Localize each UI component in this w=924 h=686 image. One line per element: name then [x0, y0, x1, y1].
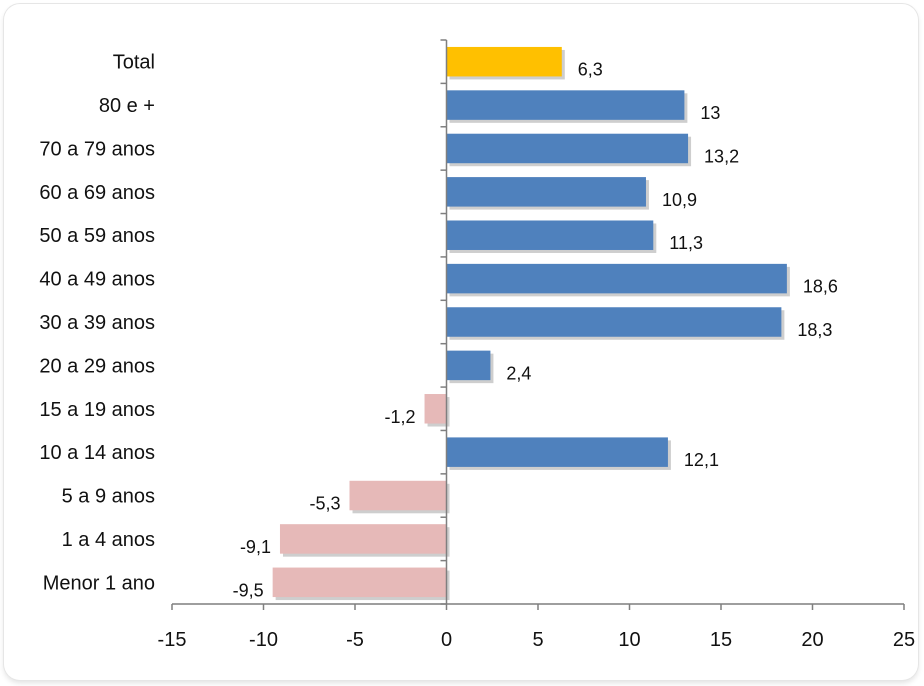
x-tick-label: -5 — [346, 629, 364, 651]
bar-6 — [446, 307, 782, 337]
category-label: 40 a 49 anos — [39, 269, 155, 291]
data-label: 18,6 — [803, 277, 838, 297]
category-label: 50 a 59 anos — [39, 225, 155, 247]
bar-9 — [446, 437, 668, 467]
data-label: 6,3 — [578, 60, 603, 80]
data-label: -9,1 — [240, 537, 271, 557]
category-label: 30 a 39 anos — [39, 312, 155, 334]
data-label: 11,3 — [669, 233, 703, 253]
x-tick-label: 20 — [801, 629, 823, 651]
data-label: -9,5 — [233, 580, 264, 600]
data-label: -1,2 — [385, 407, 416, 427]
data-label: 13 — [700, 103, 720, 123]
data-label: 12,1 — [684, 450, 719, 470]
bar-0 — [446, 46, 562, 77]
category-label: 15 a 19 anos — [39, 399, 155, 421]
bar-11 — [279, 524, 447, 554]
bar-2 — [446, 133, 689, 164]
bars-group — [272, 46, 790, 601]
x-tick-label: 5 — [532, 629, 543, 651]
bar-12 — [272, 567, 447, 598]
category-label: 20 a 29 anos — [39, 355, 155, 377]
bar-8 — [424, 394, 447, 424]
x-tick-label: -10 — [249, 629, 278, 651]
x-tick-label: 15 — [710, 629, 732, 651]
data-label: 2,4 — [506, 363, 531, 383]
axes-group — [171, 39, 905, 610]
category-label: 5 a 9 anos — [62, 486, 155, 508]
x-tick-label: 10 — [618, 629, 640, 651]
category-label: 60 a 69 anos — [39, 182, 155, 204]
bar-5 — [446, 263, 787, 294]
labels-group: Total 6,3 80 e + 13 70 a 79 anos 13,2 60 a 69 … — [39, 52, 915, 651]
data-label: 13,2 — [704, 146, 739, 166]
x-tick-label: 25 — [893, 629, 915, 651]
bar-1 — [446, 90, 685, 120]
category-label: Total — [113, 52, 155, 74]
data-label: 18,3 — [797, 320, 832, 340]
category-label: 80 e + — [99, 95, 155, 117]
bar-3 — [446, 177, 646, 207]
category-label: 10 a 14 anos — [39, 442, 155, 464]
bar-7 — [446, 350, 491, 381]
category-label: 70 a 79 anos — [39, 138, 155, 160]
data-label: 10,9 — [662, 190, 697, 210]
x-tick-label: -15 — [158, 629, 187, 651]
bar-4 — [446, 220, 654, 250]
category-label: Menor 1 ano — [43, 572, 155, 594]
x-tick-label: 0 — [441, 629, 452, 651]
bar-10 — [349, 480, 447, 511]
data-label: -5,3 — [309, 494, 340, 514]
category-label: 1 a 4 anos — [62, 529, 155, 551]
